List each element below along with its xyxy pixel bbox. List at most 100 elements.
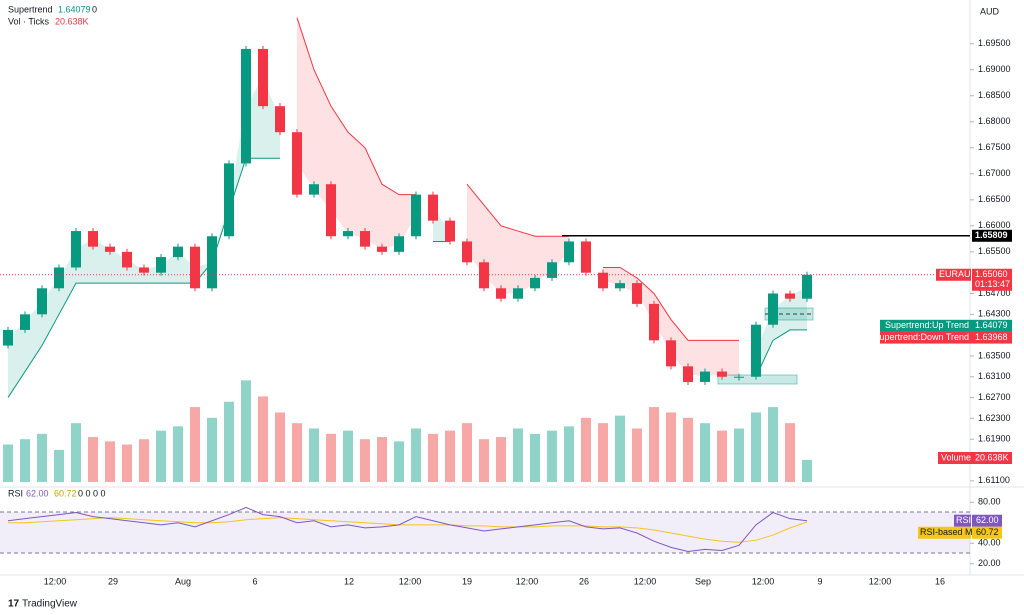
candle-body xyxy=(530,277,540,289)
time-label: 6 xyxy=(252,576,257,586)
volume-label-value: 20.638K xyxy=(975,452,1009,462)
candle-body xyxy=(377,246,387,252)
candle-body xyxy=(360,231,370,247)
candle-body xyxy=(666,340,676,367)
volume-bar xyxy=(768,407,778,482)
volume-bar xyxy=(309,428,319,482)
candle-body xyxy=(258,48,268,107)
candle-body xyxy=(700,371,710,382)
price-tick-label: 1.64700 xyxy=(978,288,1011,298)
volume-bar xyxy=(377,437,387,482)
volume-bar xyxy=(88,437,98,482)
time-label: 12 xyxy=(344,576,354,586)
volume-bar xyxy=(3,444,13,482)
rsi-ma-value: 60.72 xyxy=(976,527,999,537)
price-tick-label: 1.64300 xyxy=(978,309,1011,319)
candle-body xyxy=(462,241,472,263)
price-tick-label: 1.68000 xyxy=(978,116,1011,126)
price-tick-label: 1.66000 xyxy=(978,220,1011,230)
candle-body xyxy=(632,283,642,304)
candle-body xyxy=(207,236,217,289)
candle-body xyxy=(241,48,251,164)
candle-body xyxy=(309,184,319,195)
trend-label-value: 1.64079 xyxy=(975,320,1008,330)
candle-body xyxy=(496,288,506,299)
candle-body xyxy=(513,288,523,299)
volume-bar xyxy=(700,423,710,482)
rsi-ma-line xyxy=(8,517,808,543)
volume-bar xyxy=(394,441,404,482)
volume-bar xyxy=(275,412,285,482)
trend-label-name: Supertrend:Up Trend xyxy=(885,320,969,330)
time-label: 12:00 xyxy=(869,576,892,586)
volume-bar xyxy=(530,433,540,482)
rsi-legend-extra: 0 0 0 0 xyxy=(78,488,106,498)
volume-bar xyxy=(649,407,659,482)
candle-body xyxy=(394,236,404,252)
volume-bar xyxy=(547,430,557,482)
trend-fill xyxy=(603,267,739,377)
rsi-line xyxy=(7,506,808,552)
legend-volume-value: 20.638K xyxy=(55,16,89,26)
horizontal-line-label: 1.65809 xyxy=(975,230,1008,240)
horizontal-line-label-bg xyxy=(972,229,1012,242)
candle-body xyxy=(785,293,795,299)
volume-bar xyxy=(156,430,166,482)
logo-mark: 17 xyxy=(8,599,20,610)
time-label: 12:00 xyxy=(399,576,422,586)
candle-body xyxy=(3,329,13,346)
candle-body xyxy=(71,231,81,268)
volume-bar xyxy=(666,412,676,482)
last-price-label: 1.65060 xyxy=(975,269,1008,279)
candle-body xyxy=(717,371,727,377)
rsi-value: 62.00 xyxy=(976,515,999,525)
volume-bar xyxy=(462,423,472,482)
candle-body xyxy=(479,262,489,289)
volume-label-bg xyxy=(938,452,1012,464)
time-label: 12:00 xyxy=(634,576,657,586)
rsi-legend-value: 62.00 xyxy=(26,488,49,498)
rsi-value-bg xyxy=(972,514,1002,527)
volume-bar xyxy=(71,423,81,482)
volume-bar xyxy=(224,401,234,482)
rsi-ma-name-bg xyxy=(918,526,971,539)
candle-body xyxy=(105,246,115,252)
volume-bar xyxy=(105,441,115,482)
candle-body xyxy=(173,246,183,258)
trend-label-bg xyxy=(880,331,1012,344)
volume-bar xyxy=(751,412,761,482)
candle-body xyxy=(190,246,200,289)
supertrend-line xyxy=(296,17,416,196)
rsi-legend: RSI xyxy=(8,488,23,498)
volume-bar xyxy=(207,417,217,482)
price-tick-label: 1.66500 xyxy=(978,194,1011,204)
candle-body xyxy=(122,251,132,268)
volume-bar xyxy=(292,423,302,482)
supertrend-line xyxy=(7,157,280,398)
volume-label-name: Volume xyxy=(941,452,971,462)
supertrend-line xyxy=(603,266,739,341)
volume-bar xyxy=(581,417,591,482)
candle-body xyxy=(275,106,285,133)
volume-bar xyxy=(598,423,608,482)
volume-bar xyxy=(258,396,268,482)
time-label: Aug xyxy=(175,576,191,586)
trend-fill xyxy=(8,77,280,398)
legend-supertrend-value: 1.64079 xyxy=(58,4,91,14)
candle-body xyxy=(20,314,30,330)
volume-bar xyxy=(513,428,523,482)
candle-body xyxy=(564,241,574,263)
candle-body xyxy=(326,184,336,237)
volume-bar xyxy=(479,439,489,482)
volume-bar xyxy=(411,428,421,482)
time-label: 12:00 xyxy=(44,576,67,586)
rsi-legend-ma: 60.72 xyxy=(54,488,77,498)
time-label: 29 xyxy=(108,576,118,586)
candle-body xyxy=(224,163,234,237)
volume-bar xyxy=(190,407,200,482)
legend-volume: Vol · Ticks xyxy=(8,16,50,26)
candle-body xyxy=(37,288,47,315)
rsi-band xyxy=(0,512,970,553)
candle-body xyxy=(598,272,608,289)
